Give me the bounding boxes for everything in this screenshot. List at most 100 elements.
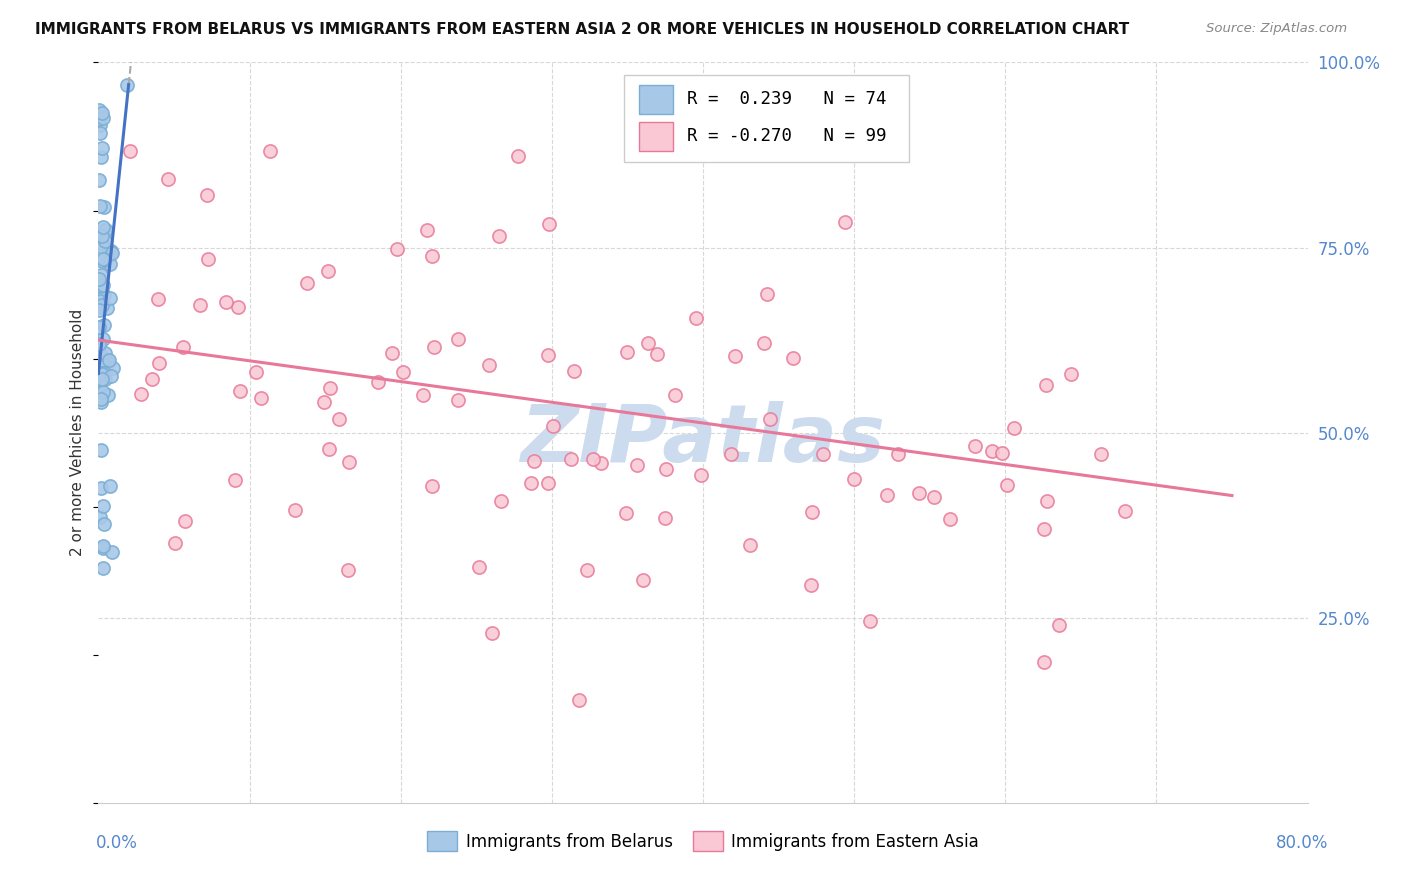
Point [91, 332, 114, 346]
Point [129, 387, 152, 401]
Point [965, 439, 987, 453]
Point [581, 452, 603, 467]
Point [844, 472, 866, 486]
Point [89, 373, 111, 387]
Point [367, 376, 389, 390]
Point [141, 372, 163, 386]
Point [96, 301, 118, 316]
Point [90, 394, 112, 409]
Point [89, 126, 111, 140]
Point [337, 455, 360, 469]
Point [468, 560, 491, 574]
Point [536, 348, 558, 362]
Point [589, 456, 612, 470]
Point [91, 240, 114, 254]
Point [523, 454, 546, 468]
Point [328, 412, 350, 426]
Point [93, 235, 115, 249]
Point [859, 614, 882, 628]
Point [318, 381, 340, 395]
Point [89, 390, 111, 404]
Point [87, 302, 110, 317]
Point [94, 223, 117, 237]
Point [1002, 421, 1025, 435]
Point [800, 505, 823, 519]
Point [91, 500, 114, 514]
Point [93, 200, 115, 214]
Point [1060, 368, 1083, 382]
Point [91, 384, 114, 399]
Point [91, 298, 114, 312]
Point [720, 446, 742, 460]
Point [541, 418, 564, 433]
Text: ZIPatlas: ZIPatlas [520, 401, 886, 479]
Point [782, 351, 804, 365]
Point [250, 391, 273, 405]
Point [91, 356, 114, 370]
Point [1114, 503, 1136, 517]
Point [93, 219, 115, 234]
Point [690, 468, 713, 483]
Point [224, 473, 246, 487]
Point [755, 287, 778, 301]
Point [91, 561, 114, 575]
Point [560, 452, 582, 467]
Point [100, 369, 122, 384]
Point [89, 347, 111, 361]
Point [90, 228, 112, 243]
Point [91, 540, 114, 554]
Point [89, 199, 111, 213]
Point [93, 288, 115, 302]
Point [922, 491, 945, 505]
Point [1035, 378, 1057, 392]
Point [89, 509, 111, 524]
Text: 0.0%: 0.0% [96, 834, 138, 852]
Point [120, 145, 142, 159]
Point [392, 365, 415, 379]
Point [226, 301, 249, 315]
Point [575, 563, 598, 577]
Point [97, 355, 120, 369]
Point [93, 517, 115, 532]
Point [90, 366, 112, 380]
Point [195, 188, 218, 202]
Point [89, 366, 111, 380]
Bar [638, 86, 673, 113]
Point [811, 447, 834, 461]
Point [91, 252, 114, 267]
Point [318, 442, 340, 456]
Point [101, 360, 124, 375]
Point [172, 340, 194, 354]
Point [146, 292, 169, 306]
Legend: Immigrants from Belarus, Immigrants from Eastern Asia: Immigrants from Belarus, Immigrants from… [420, 825, 986, 857]
Point [412, 388, 434, 402]
Point [631, 573, 654, 587]
Point [100, 244, 122, 258]
Point [416, 223, 439, 237]
Point [90, 235, 112, 250]
Point [724, 350, 747, 364]
Point [336, 563, 359, 577]
Point [229, 384, 252, 398]
Point [991, 446, 1014, 460]
Point [759, 411, 782, 425]
Point [93, 541, 115, 556]
Point [90, 237, 112, 252]
Point [94, 372, 117, 386]
Point [87, 320, 110, 334]
Point [93, 252, 115, 267]
Y-axis label: 2 or more Vehicles in Household: 2 or more Vehicles in Household [70, 309, 86, 557]
Point [90, 150, 112, 164]
Point [101, 545, 124, 559]
Point [215, 294, 238, 309]
Point [89, 118, 111, 132]
Point [1090, 447, 1112, 461]
Point [489, 494, 512, 508]
Point [626, 458, 648, 472]
Point [887, 447, 910, 461]
Point [89, 172, 111, 186]
Point [91, 112, 114, 126]
Point [834, 215, 856, 229]
Point [562, 363, 585, 377]
Point [259, 145, 281, 159]
